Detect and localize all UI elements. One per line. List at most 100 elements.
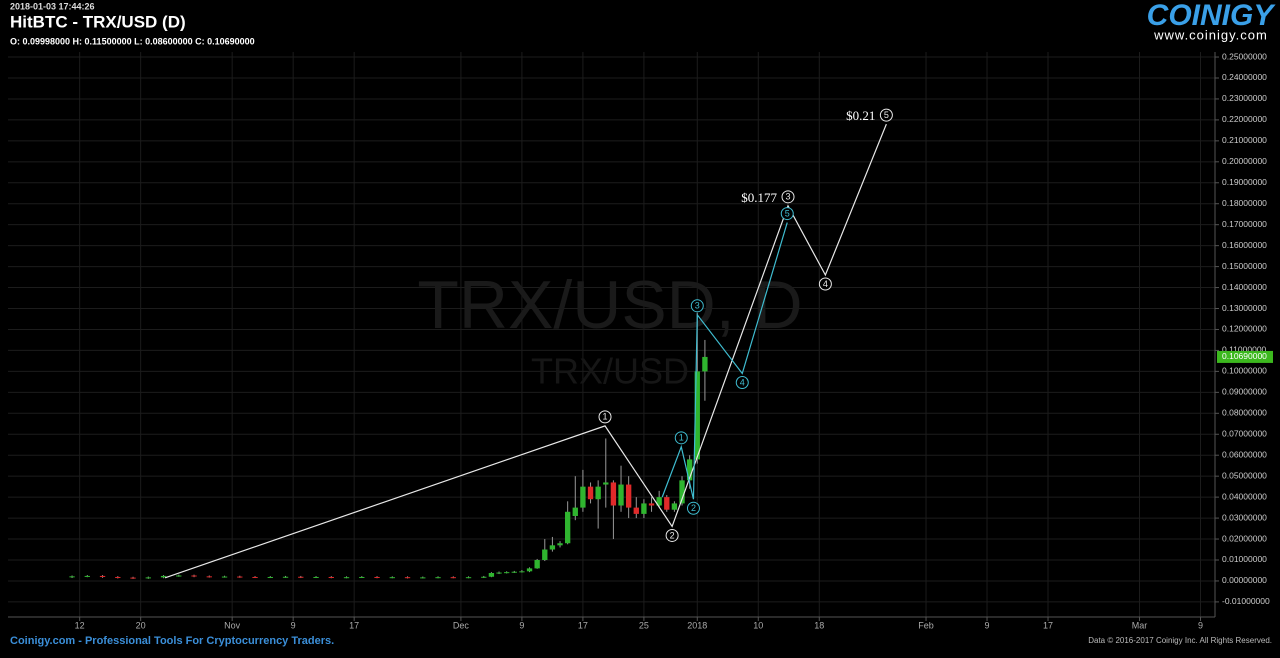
candle-body [564, 511, 571, 544]
wave-marker [879, 108, 893, 122]
wave-label: 5 [785, 208, 790, 218]
wave-label: 4 [740, 377, 745, 387]
wave-label: 5 [884, 110, 889, 120]
wave-label: 1 [603, 412, 608, 422]
candle-body [176, 575, 182, 577]
y-tick-label: 0.18000000 [1222, 198, 1267, 208]
x-tick-label: Mar [1132, 620, 1148, 630]
wave-marker [780, 207, 794, 221]
candle-body [99, 575, 106, 577]
candle-body [664, 497, 670, 510]
candle-body [343, 577, 350, 579]
x-tick-label: Feb [918, 620, 934, 630]
candle-body [572, 507, 578, 516]
candle-body [160, 575, 167, 578]
wave-label: 1 [679, 433, 684, 443]
candle-body [237, 576, 243, 578]
y-tick-label: 0.23000000 [1222, 93, 1267, 103]
candle-body [511, 571, 517, 573]
candle-body [671, 503, 678, 510]
y-tick-label: 0.07000000 [1222, 429, 1267, 439]
candle-body [404, 577, 411, 579]
logo-url: www.coinigy.com [1153, 27, 1268, 42]
candle-body [435, 577, 441, 579]
candle-body [252, 576, 258, 578]
price-annotation: $0.21 [846, 108, 875, 123]
price-annotation: $0.177 [741, 190, 777, 205]
x-tick-label: 10 [753, 620, 763, 630]
candle-body [69, 576, 75, 578]
y-tick-label: 0.09000000 [1222, 387, 1267, 397]
y-tick-label: 0.00000000 [1222, 575, 1267, 585]
footer-left[interactable]: Coinigy.com - Professional Tools For Cry… [10, 635, 334, 647]
x-tick-label: 20 [136, 620, 146, 630]
wave-marker [674, 431, 688, 445]
candle-body [656, 497, 662, 506]
candle-body [115, 576, 121, 578]
y-tick-label: 0.12000000 [1222, 324, 1267, 334]
y-tick-label: 0.14000000 [1222, 282, 1267, 292]
wave-line [661, 222, 788, 500]
candle-body [481, 576, 487, 578]
candle-body [191, 575, 197, 577]
candle-body [580, 486, 586, 508]
y-tick-label: 0.13000000 [1222, 303, 1267, 313]
y-tick-label: -0.01000000 [1222, 596, 1270, 606]
y-tick-label: 0.22000000 [1222, 114, 1267, 124]
candle-body [618, 484, 624, 506]
wave-label: 2 [670, 530, 675, 540]
x-tick-label: 9 [985, 620, 990, 630]
y-tick-label: 0.20000000 [1222, 156, 1267, 166]
candle-body [603, 482, 609, 485]
candle-body [625, 484, 632, 508]
y-tick-label: 0.06000000 [1222, 449, 1267, 459]
wave-marker [598, 410, 612, 424]
y-tick-label: 0.15000000 [1222, 261, 1267, 271]
candle-body [267, 576, 273, 578]
wave-marker [690, 299, 704, 313]
candle-body [595, 486, 601, 500]
wave-label: 3 [786, 192, 791, 202]
y-tick-label: 0.25000000 [1222, 51, 1267, 61]
candle-body [542, 549, 548, 560]
x-tick-label: 2018 [687, 620, 707, 630]
x-tick-label: 9 [519, 620, 524, 630]
wave-marker [818, 277, 832, 291]
ohlc: O: 0.09998000 H: 0.11500000 L: 0.0860000… [10, 36, 255, 46]
y-tick-label: 0.24000000 [1222, 72, 1267, 82]
candle-body [587, 486, 594, 500]
candle-body [633, 507, 639, 514]
wave-label: 2 [691, 503, 696, 513]
candle-body [557, 543, 563, 546]
y-tick-label: 0.11000000 [1222, 345, 1267, 355]
candle-body [679, 480, 685, 504]
last-price-label: 0.10690000 [1222, 351, 1267, 361]
candle-body [641, 503, 647, 514]
wave-marker [665, 528, 679, 542]
candle-body [549, 545, 556, 550]
wave-marker [735, 375, 749, 389]
candle-body [648, 503, 655, 506]
wave-line [164, 123, 887, 579]
logo: COINIGY [1147, 0, 1277, 32]
y-tick-label: 0.05000000 [1222, 470, 1267, 480]
candle-body [686, 459, 693, 481]
y-tick-label: 0.02000000 [1222, 533, 1267, 543]
candle-body [450, 577, 456, 579]
candle-body [503, 572, 510, 574]
x-tick-label: 17 [1043, 620, 1053, 630]
candle-body [496, 572, 502, 574]
candle-body [298, 576, 304, 578]
candle-body [519, 571, 525, 573]
candle-body [221, 576, 228, 578]
candle-body [313, 576, 319, 578]
candle-body [282, 576, 289, 578]
y-tick-label: 0.08000000 [1222, 408, 1267, 418]
watermark-sub: TRX/USD [531, 351, 689, 392]
x-tick-label: 17 [578, 620, 588, 630]
footer-right: Data © 2016-2017 Coinigy Inc. All Rights… [1088, 636, 1272, 645]
x-tick-label: 9 [1198, 620, 1203, 630]
last-price-box [1217, 350, 1273, 363]
